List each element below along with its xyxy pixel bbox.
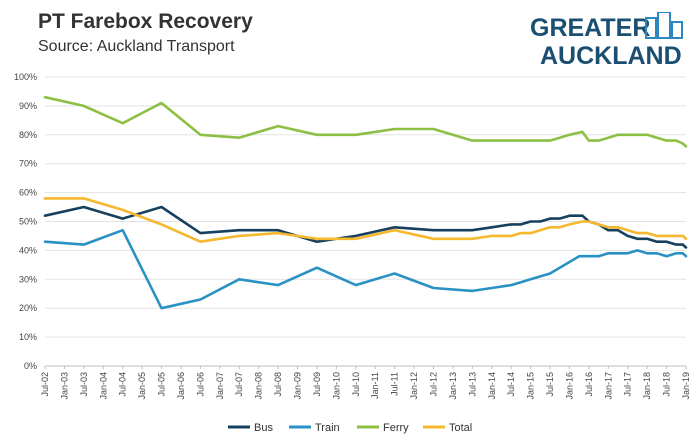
x-tick-label: Jan-18: [642, 372, 652, 400]
series-line-ferry: [43, 95, 688, 148]
x-tick-label: Jan-03: [59, 372, 69, 400]
y-tick-label: 20%: [19, 303, 37, 313]
x-tick-label: Jan-14: [487, 372, 497, 400]
chart-title: PT Farebox Recovery: [38, 10, 253, 33]
y-tick-label: 80%: [19, 130, 37, 140]
y-tick-label: 40%: [19, 245, 37, 255]
x-tick-label: Jan-10: [331, 372, 341, 400]
y-tick-label: 0%: [24, 361, 37, 371]
logo-text-line1: GREATER: [530, 14, 650, 42]
legend-label-total: Total: [449, 422, 472, 434]
x-tick-label: Jan-17: [603, 372, 613, 400]
city-skyline-icon: [645, 12, 683, 39]
x-tick-label: Jan-09: [293, 372, 303, 400]
series-lines: [43, 95, 688, 310]
series-line-bus: [43, 205, 688, 249]
y-tick-label: 10%: [19, 332, 37, 342]
x-tick-label: Jan-13: [448, 372, 458, 400]
series-line-total: [43, 197, 688, 243]
legend: Bus Train Ferry Total: [228, 422, 472, 434]
y-tick-label: 30%: [19, 274, 37, 284]
logo-text-line2: AUCKLAND: [540, 42, 682, 68]
x-tick-label: Jul-09: [312, 372, 322, 397]
x-tick-label: Jul-07: [234, 372, 244, 397]
greater-auckland-logo: GREATER AUCKLAND: [530, 12, 683, 68]
x-tick-label: Jan-12: [409, 372, 419, 400]
series-line-train: [43, 228, 688, 310]
x-tick-label: Jul-03: [79, 372, 89, 397]
x-tick-label: Jul-08: [273, 372, 283, 397]
x-tick-label: Jan-19: [681, 372, 691, 400]
y-tick-label: 100%: [14, 72, 37, 82]
legend-label-bus: Bus: [254, 422, 273, 434]
x-tick-label: Jan-16: [564, 372, 574, 400]
x-tick-label: Jan-06: [176, 372, 186, 400]
x-tick-label: Jan-04: [98, 372, 108, 400]
x-tick-label: Jul-17: [623, 372, 633, 397]
x-tick-label: Jan-15: [526, 372, 536, 400]
y-axis-ticks: 0% 10% 20% 30% 40% 50% 60% 70% 80% 90% 100%: [14, 72, 37, 371]
x-tick-label: Jul-11: [390, 372, 400, 396]
y-tick-label: 60%: [19, 188, 37, 198]
x-tick-label: Jul-05: [157, 372, 167, 397]
y-tick-label: 70%: [19, 159, 37, 169]
x-tick-label: Jul-10: [351, 372, 361, 397]
x-tick-label: Jan-05: [137, 372, 147, 400]
x-tick-label: Jul-15: [545, 372, 555, 397]
x-tick-label: Jul-18: [662, 372, 672, 397]
legend-label-ferry: Ferry: [383, 422, 409, 434]
x-tick-label: Jul-13: [467, 372, 477, 397]
y-tick-label: 90%: [19, 101, 37, 111]
y-tick-label: 50%: [19, 217, 37, 227]
x-tick-label: Jan-08: [254, 372, 264, 400]
x-tick-label: Jul-04: [118, 372, 128, 397]
legend-label-train: Train: [315, 422, 340, 434]
x-tick-label: Jul-14: [506, 372, 516, 397]
x-tick-label: Jan-07: [215, 372, 225, 400]
x-axis-ticks: Jul-02 Jan-03 Jul-03 Jan-04 Jul-04 Jan-05 Jul-…: [40, 366, 691, 400]
chart-subtitle: Source: Auckland Transport: [38, 38, 235, 55]
x-tick-label: Jul-02: [40, 372, 50, 397]
x-tick-label: Jul-16: [584, 372, 594, 397]
x-tick-label: Jul-12: [428, 372, 438, 397]
x-tick-label: Jul-06: [195, 372, 205, 397]
x-tick-label: Jan-11: [370, 372, 380, 399]
